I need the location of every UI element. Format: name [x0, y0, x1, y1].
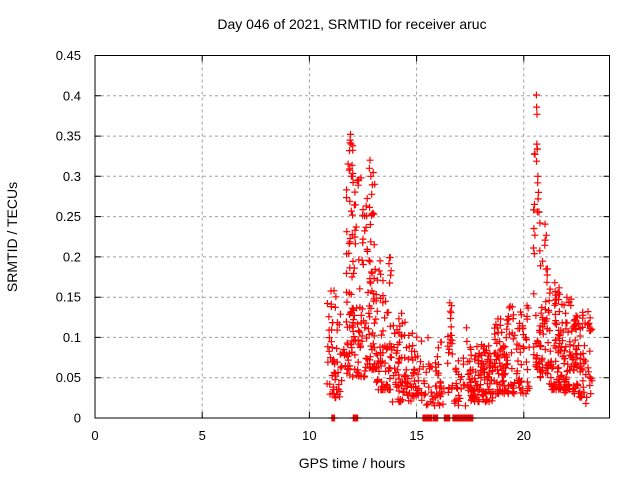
y-tick-label: 0	[74, 411, 81, 426]
chart-title: Day 046 of 2021, SRMTID for receiver aru…	[217, 16, 486, 32]
x-axis-label: GPS time / hours	[299, 455, 406, 471]
x-tick-label: 15	[409, 428, 423, 443]
x-tick-label: 20	[517, 428, 531, 443]
y-tick-label: 0.25	[56, 209, 81, 224]
y-tick-label: 0.4	[63, 88, 81, 103]
y-tick-label: 0.15	[56, 290, 81, 305]
y-tick-label: 0.45	[56, 48, 81, 63]
x-tick-label: 5	[199, 428, 206, 443]
grid	[95, 55, 610, 418]
y-tick-label: 0.05	[56, 370, 81, 385]
y-tick-label: 0.2	[63, 249, 81, 264]
grid-lines	[95, 55, 610, 418]
data-points	[323, 91, 596, 422]
plot-border	[94, 55, 610, 419]
x-tick-label: 0	[91, 428, 98, 443]
y-tick-label: 0.35	[56, 129, 81, 144]
x-tick-label: 10	[302, 428, 316, 443]
y-tick-label: 0.1	[63, 330, 81, 345]
scatter-plus-markers	[323, 91, 596, 422]
y-axis-label: SRMTID / TECUs	[4, 182, 20, 292]
tick-labels: 0 5 10 15 20 0 0.05 0.1 0.15 0.2 0.25 0.3 0.35 0.4 0.4…	[56, 48, 531, 443]
y-tick-label: 0.3	[63, 169, 81, 184]
